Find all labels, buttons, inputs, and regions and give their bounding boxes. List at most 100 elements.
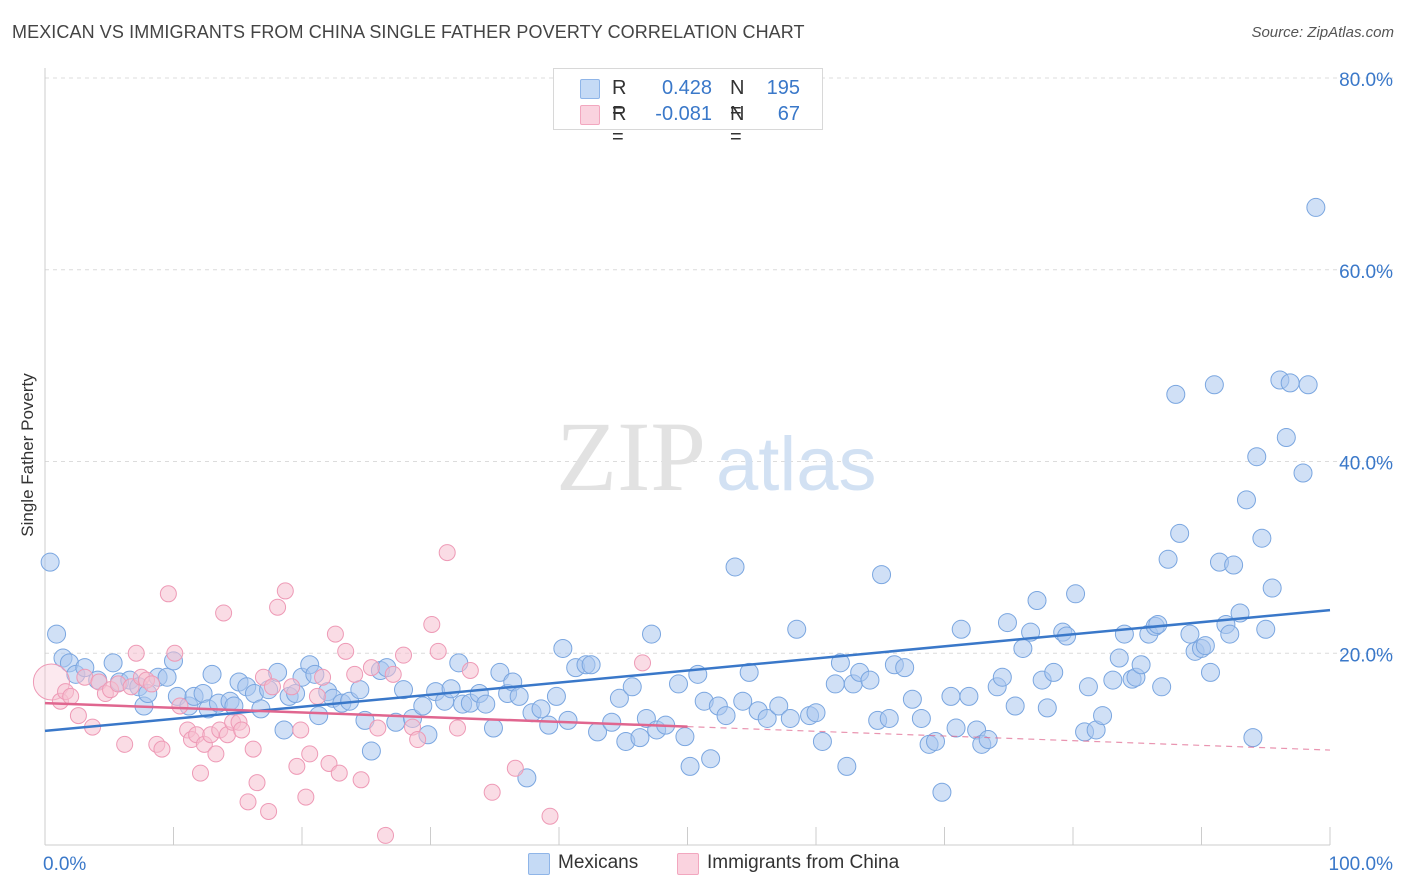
watermark: ZIP atlas [556,401,877,512]
point-mexicans-173 [1262,578,1282,598]
point-china-45 [292,721,310,739]
point-china-42 [276,582,294,600]
legend-n-value: 195 [766,77,800,99]
point-mexicans-112 [879,708,899,728]
point-china-37 [248,774,266,792]
point-mexicans-76 [602,712,622,732]
point-china-56 [362,659,380,677]
point-mexicans-90 [701,749,721,769]
point-china-47 [301,745,319,763]
point-mexicans-71 [558,710,578,730]
point-mexicans-121 [946,718,966,738]
point-mexicans-169 [1243,728,1263,748]
point-china-70 [541,807,559,825]
point-mexicans-105 [830,653,850,673]
point-mexicans-79 [622,677,642,697]
point-china-71 [634,654,652,672]
series-china-points [32,544,652,844]
legend-swatch-china [580,105,600,125]
point-china-25 [191,764,209,782]
point-mexicans-136 [1044,662,1064,682]
watermark-atlas: atlas [716,422,877,507]
point-mexicans-165 [1220,624,1240,644]
point-china-63 [423,615,441,633]
point-china-28 [207,745,225,763]
x-tick-label-0: 0.0% [43,854,86,875]
legend-r-value: -0.081 [655,103,712,125]
point-china-20 [166,644,184,662]
point-mexicans-103 [812,731,832,751]
point-china-3 [62,687,80,705]
point-mexicans-129 [997,613,1017,633]
point-china-53 [337,642,355,660]
point-mexicans-179 [1306,197,1326,217]
legend-r-key: R = [612,103,627,148]
point-mexicans-145 [1109,648,1129,668]
legend-r-key: R = [612,77,627,122]
point-mexicans-116 [911,708,931,728]
correlation-legend: R = 0.428 N = 195 R = -0.081 N = 67 [553,68,823,148]
point-mexicans-175 [1276,428,1296,448]
legend-n-value: 67 [777,103,800,125]
y-tick-label-2: 60.0% [1339,262,1393,283]
point-china-36 [244,740,262,758]
point-mexicans-65 [517,768,537,788]
y-axis-label: Single Father Poverty [18,373,37,537]
point-mexicans-70 [553,638,573,658]
point-mexicans-74 [581,655,601,675]
point-mexicans-133 [1027,591,1047,611]
point-mexicans-61 [490,662,510,682]
point-china-64 [429,642,447,660]
point-mexicans-1 [47,624,67,644]
y-tick-label-1: 40.0% [1339,454,1393,475]
point-china-59 [384,665,402,683]
point-mexicans-7 [103,653,123,673]
point-mexicans-77 [609,688,629,708]
point-china-41 [269,598,287,616]
point-mexicans-102 [806,703,826,723]
point-china-34 [233,721,251,739]
point-mexicans-80 [630,728,650,748]
x-tick-label-1: 100.0% [1329,854,1394,875]
point-china-11 [116,735,134,753]
point-mexicans-168 [1236,490,1256,510]
legend-n-key: N = [730,103,745,148]
grid-lines [45,77,1393,654]
legend-swatch-mexicans [528,853,550,875]
y-tick-label-3: 80.0% [1339,70,1393,91]
point-china-44 [288,757,306,775]
point-mexicans-59 [476,694,496,714]
point-china-5 [76,668,94,686]
point-china-51 [326,625,344,643]
point-mexicans-82 [642,624,662,644]
point-mexicans-42 [350,680,370,700]
legend-label-china: Immigrants from China [707,852,900,873]
point-china-18 [153,740,171,758]
point-china-30 [215,604,233,622]
y-tick-label-0: 20.0% [1339,645,1393,666]
point-mexicans-143 [1093,706,1113,726]
point-mexicans-0 [40,552,60,572]
legend-swatch-mexicans [580,79,600,99]
point-china-57 [369,719,387,737]
point-mexicans-94 [733,691,753,711]
legend-r-value: 0.428 [661,77,712,99]
point-mexicans-155 [1166,384,1186,404]
point-mexicans-170 [1247,447,1267,467]
point-mexicans-156 [1170,523,1190,543]
point-mexicans-177 [1293,463,1313,483]
point-mexicans-131 [1013,638,1033,658]
source-label: Source: ZipAtlas.com [1251,24,1394,41]
point-china-16 [143,675,161,693]
point-mexicans-37 [309,706,329,726]
point-china-68 [483,783,501,801]
point-china-62 [409,731,427,749]
point-china-39 [260,802,278,820]
point-china-46 [297,788,315,806]
point-china-69 [506,759,524,777]
legend-label-mexicans: Mexicans [558,852,639,873]
point-mexicans-98 [769,696,789,716]
legend-swatch-china [677,853,699,875]
point-mexicans-161 [1200,662,1220,682]
